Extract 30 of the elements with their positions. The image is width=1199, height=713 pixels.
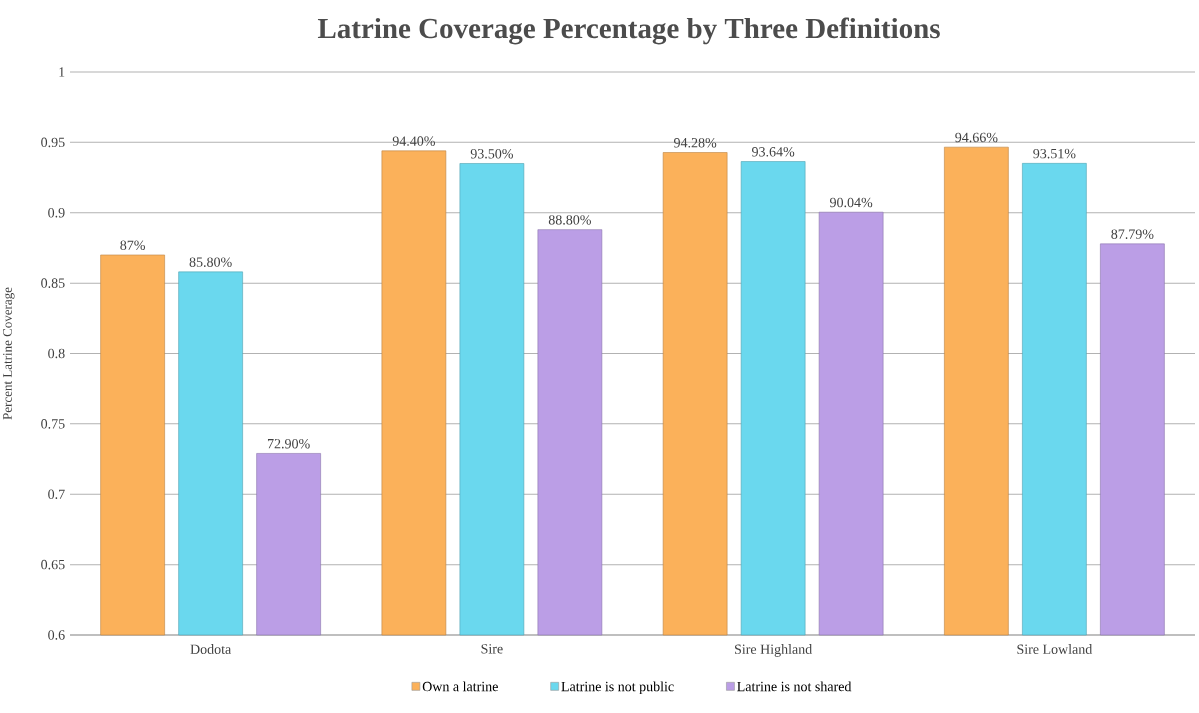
data-label: 85.80% bbox=[189, 257, 232, 267]
y-tick-label: 0.6 bbox=[48, 630, 65, 640]
data-label: 93.64% bbox=[752, 147, 795, 157]
chart-title: Latrine Coverage Percentage by Three Definitions bbox=[317, 17, 940, 45]
legend-label: Own a latrine bbox=[422, 681, 498, 692]
y-tick-label: 0.65 bbox=[41, 559, 65, 570]
data-label: 94.40% bbox=[392, 136, 435, 146]
x-tick-label: Sire Lowland bbox=[1017, 644, 1093, 654]
data-label: 93.50% bbox=[470, 149, 513, 159]
legend-label: Latrine is not shared bbox=[737, 681, 852, 692]
y-tick-label: 0.9 bbox=[48, 207, 65, 218]
legend-label: Latrine is not public bbox=[561, 681, 674, 695]
y-tick-label: 0.95 bbox=[41, 137, 65, 148]
y-tick-label: 1 bbox=[59, 67, 65, 77]
y-axis-title: Percent Latrine Coverage bbox=[3, 287, 15, 420]
data-label: 72.90% bbox=[267, 438, 310, 449]
y-tick-label: 0.7 bbox=[48, 489, 65, 500]
y-tick-label: 0.8 bbox=[48, 348, 65, 359]
data-label: 87% bbox=[120, 240, 145, 251]
data-label: 90.04% bbox=[830, 197, 873, 208]
data-label: 88.80% bbox=[548, 215, 591, 225]
data-label: 93.51% bbox=[1033, 148, 1076, 159]
x-tick-label: Sire bbox=[481, 644, 503, 654]
y-tick-label: 0.85 bbox=[41, 278, 65, 288]
x-tick-label: Dodota bbox=[190, 644, 232, 654]
y-tick-label: 0.75 bbox=[41, 419, 65, 429]
data-label: 87.79% bbox=[1111, 229, 1154, 239]
data-label: 94.28% bbox=[674, 138, 717, 148]
data-label: 94.66% bbox=[955, 132, 998, 143]
x-tick-label: Sire Highland bbox=[735, 644, 813, 657]
